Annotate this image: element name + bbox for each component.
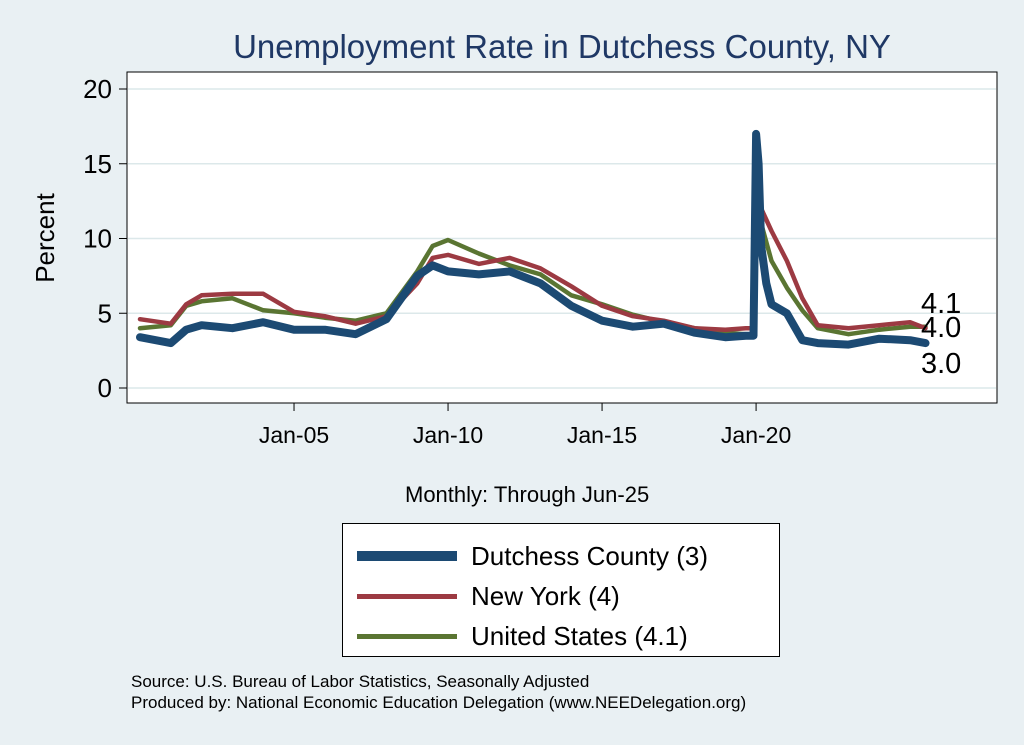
x-axis-note: Monthly: Through Jun-25 (405, 482, 650, 507)
y-axis-label: Percent (30, 192, 60, 282)
chart-title: Unemployment Rate in Dutchess County, NY (233, 28, 891, 65)
end-label-united-states: 4.1 (921, 288, 961, 320)
legend: Dutchess County (3) New York (4) United … (342, 523, 780, 657)
legend-item-dutchess: Dutchess County (3) (357, 536, 708, 576)
legend-swatch-united-states (357, 633, 457, 639)
x-tick-label-Jan-15: Jan-15 (567, 422, 637, 448)
line-chart: Percent 0 5 10 15 20 Jan-05 Jan-10 Jan-15 Jan-20… (30, 71, 998, 448)
legend-swatch-new-york (357, 593, 457, 599)
legend-swatch-dutchess (357, 551, 457, 561)
x-tick-label-Jan-10: Jan-10 (413, 422, 483, 448)
plot-area (126, 71, 998, 404)
y-tick-label-5: 5 (98, 298, 112, 328)
source-note: Source: U.S. Bureau of Labor Statistics,… (131, 671, 746, 713)
legend-label-new-york: New York (4) (471, 580, 620, 611)
legend-item-united-states: United States (4.1) (357, 616, 688, 656)
legend-item-new-york: New York (4) (357, 576, 620, 616)
legend-label-united-states: United States (4.1) (471, 620, 688, 651)
series-line-dutchess (136, 129, 930, 349)
y-tick-label-15: 15 (83, 149, 112, 179)
legend-label-dutchess: Dutchess County (3) (471, 540, 708, 571)
x-tick-label-Jan-05: Jan-05 (259, 422, 329, 448)
end-label-new-york: 4.0 (921, 312, 961, 344)
y-tick-label-0: 0 (98, 373, 112, 403)
source-line-1: Source: U.S. Bureau of Labor Statistics,… (131, 672, 590, 691)
y-tick-label-20: 20 (83, 74, 112, 104)
end-label-dutchess: 3.0 (921, 348, 961, 380)
y-tick-label-10: 10 (83, 224, 112, 254)
x-tick-label-Jan-20: Jan-20 (721, 422, 791, 448)
series-line-new-york (137, 139, 928, 332)
source-line-2: Produced by: National Economic Education… (131, 693, 747, 712)
